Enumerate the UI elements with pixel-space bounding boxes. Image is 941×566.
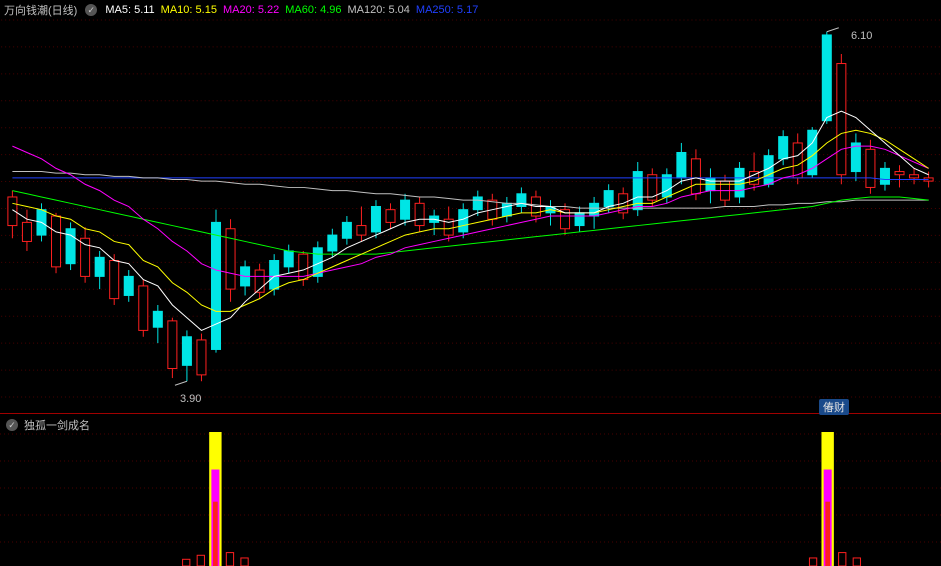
chart-title: 万向钱潮(日线): [4, 2, 77, 18]
check-icon: ✓: [85, 4, 97, 16]
indicator-header: ✓ 独孤一剑成名: [4, 417, 90, 433]
ma250-label: MA250: 5.17: [416, 4, 478, 16]
price-low-label: 3.90: [180, 393, 201, 405]
info-badge: 偆财: [819, 399, 849, 415]
candlestick-chart[interactable]: [0, 0, 941, 414]
ma5-label: MA5: 5.11: [105, 4, 154, 16]
price-high-label: 6.10: [851, 30, 872, 42]
indicator-title: 独孤一剑成名: [24, 417, 90, 433]
check-icon: ✓: [6, 419, 18, 431]
chart-header: 万向钱潮(日线) ✓ MA5: 5.11 MA10: 5.15 MA20: 5.…: [4, 2, 478, 18]
ma120-label: MA120: 5.04: [348, 4, 410, 16]
ma10-label: MA10: 5.15: [161, 4, 217, 16]
indicator-chart[interactable]: [0, 414, 941, 566]
ma60-label: MA60: 4.96: [285, 4, 341, 16]
ma20-label: MA20: 5.22: [223, 4, 279, 16]
